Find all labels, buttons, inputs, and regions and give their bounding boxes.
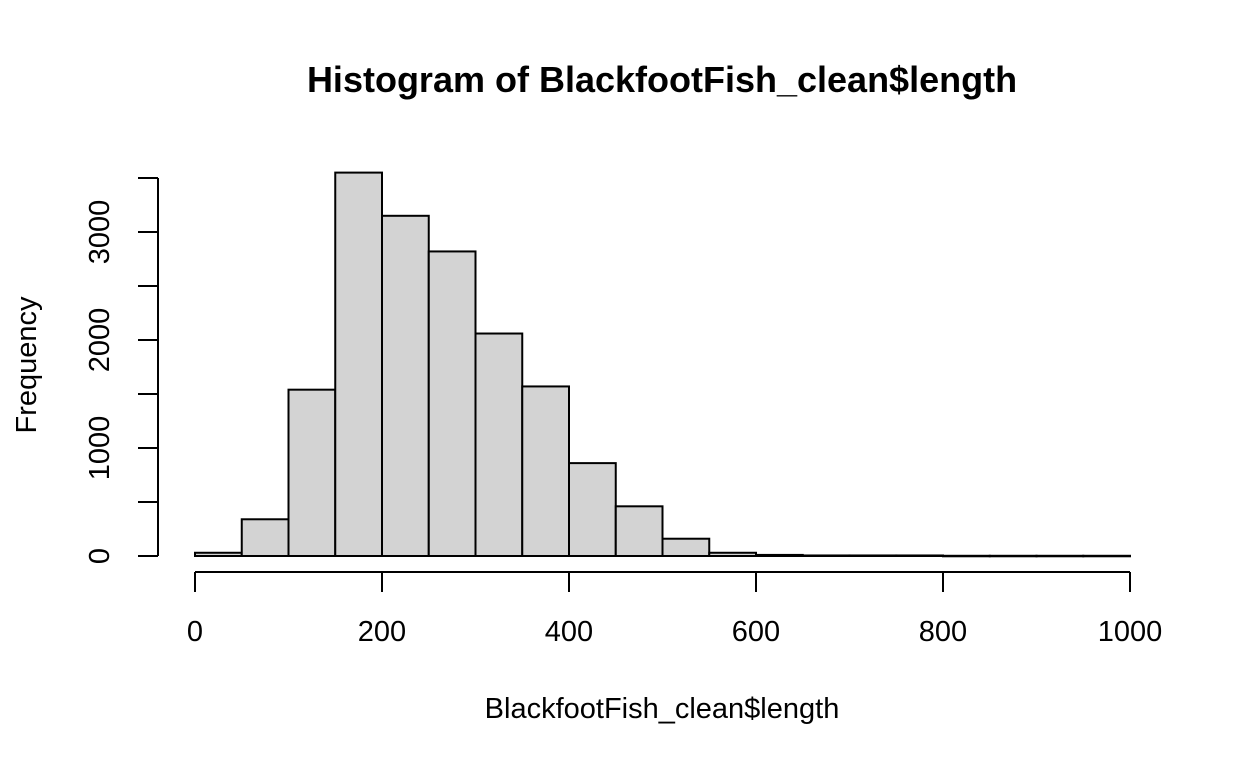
y-tick-label: 2000	[84, 308, 116, 373]
histogram-bar	[334, 171, 383, 557]
histogram-bar	[381, 214, 430, 558]
histogram-bar	[474, 332, 524, 557]
histogram-bar	[1035, 554, 1085, 558]
x-tick-label: 1000	[1098, 616, 1163, 648]
x-tick-label: 400	[545, 616, 593, 648]
histogram-bar	[614, 505, 664, 558]
y-axis-label: Frequency	[11, 296, 43, 434]
bars-group	[194, 171, 1131, 558]
chart-title: Histogram of BlackfootFish_clean$length	[307, 59, 1017, 100]
x-tick-label: 600	[732, 616, 780, 648]
histogram-bar	[801, 554, 851, 558]
histogram-bar	[568, 462, 617, 557]
histogram-bar	[848, 554, 898, 558]
histogram-bar	[521, 385, 570, 557]
histogram-bar	[240, 518, 290, 558]
histogram-bar	[755, 553, 804, 557]
x-axis: 0 200 400 600 800 1000	[187, 571, 1163, 648]
y-tick-label: 3000	[84, 200, 116, 265]
histogram-bar	[427, 250, 477, 557]
x-tick-label: 0	[187, 616, 203, 648]
histogram-bar	[661, 537, 711, 557]
histogram-bar	[895, 554, 944, 558]
y-axis: 0 1000 2000 3000	[84, 177, 159, 564]
x-tick-label: 800	[919, 616, 967, 648]
histogram-bar	[194, 551, 243, 558]
y-tick-label: 1000	[84, 416, 116, 481]
histogram-bar	[287, 388, 337, 557]
histogram-bar	[1082, 554, 1131, 558]
histogram-bar	[988, 554, 1038, 558]
histogram-bar	[708, 551, 757, 558]
x-axis-label: BlackfootFish_clean$length	[485, 693, 840, 725]
histogram-bar	[942, 554, 991, 558]
x-tick-label: 200	[358, 616, 406, 648]
y-tick-label: 0	[84, 548, 116, 564]
